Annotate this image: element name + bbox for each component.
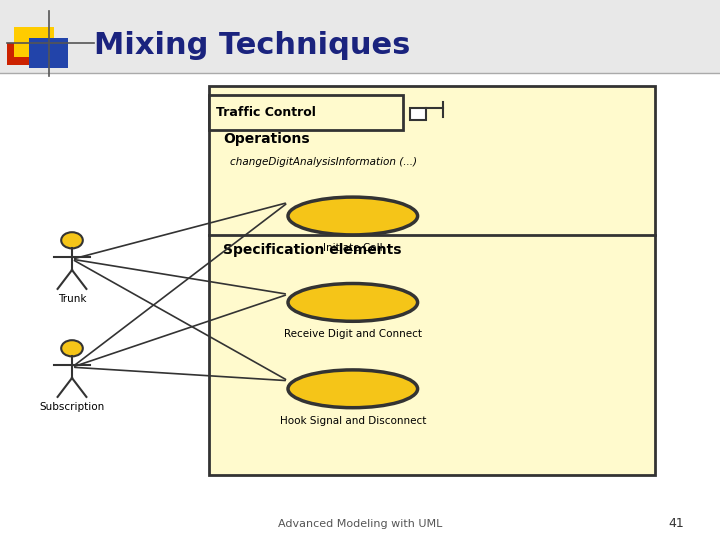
Ellipse shape <box>288 197 418 235</box>
Text: 41: 41 <box>668 517 684 530</box>
Text: Hook Signal and Disconnect: Hook Signal and Disconnect <box>279 416 426 426</box>
FancyBboxPatch shape <box>0 0 720 73</box>
FancyBboxPatch shape <box>209 94 403 130</box>
Bar <box>14 27 54 57</box>
Ellipse shape <box>288 284 418 321</box>
Text: changeDigitAnalysisInformation (...): changeDigitAnalysisInformation (...) <box>230 157 418 167</box>
Text: Specification elements: Specification elements <box>223 243 402 257</box>
Text: Initiate Call: Initiate Call <box>323 243 382 253</box>
Text: Mixing Techniques: Mixing Techniques <box>94 31 410 60</box>
Text: Trunk: Trunk <box>58 294 86 305</box>
Circle shape <box>61 340 83 356</box>
Circle shape <box>61 232 83 248</box>
Text: Receive Digit and Connect: Receive Digit and Connect <box>284 329 422 340</box>
Text: Operations: Operations <box>223 132 310 146</box>
Bar <box>410 108 426 120</box>
Text: Subscription: Subscription <box>40 402 104 413</box>
Text: Traffic Control: Traffic Control <box>216 105 316 119</box>
FancyBboxPatch shape <box>209 86 655 475</box>
Ellipse shape <box>288 370 418 408</box>
Text: Advanced Modeling with UML: Advanced Modeling with UML <box>278 519 442 529</box>
Bar <box>29 38 68 68</box>
Bar <box>7 43 36 65</box>
